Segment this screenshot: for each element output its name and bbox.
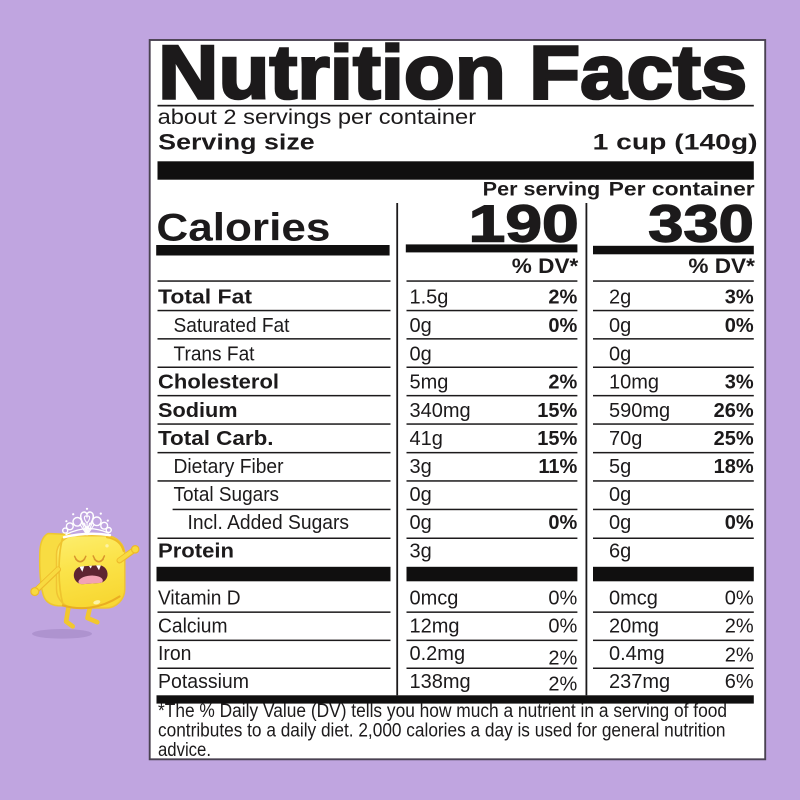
svg-text:5mg: 5mg xyxy=(410,372,449,394)
svg-text:0g: 0g xyxy=(410,315,432,337)
svg-text:Potassium: Potassium xyxy=(158,671,249,693)
svg-text:0%: 0% xyxy=(725,512,754,534)
svg-text:10mg: 10mg xyxy=(609,372,659,394)
svg-text:3g: 3g xyxy=(410,456,432,478)
svg-text:Saturated Fat: Saturated Fat xyxy=(174,315,290,337)
svg-text:340mg: 340mg xyxy=(410,400,471,422)
svg-text:3%: 3% xyxy=(725,372,754,394)
svg-text:138mg: 138mg xyxy=(410,671,471,693)
svg-text:Protein: Protein xyxy=(158,540,234,562)
svg-text:Per serving: Per serving xyxy=(483,180,601,201)
svg-text:0g: 0g xyxy=(410,343,432,365)
svg-text:41g: 41g xyxy=(410,428,443,450)
svg-text:590mg: 590mg xyxy=(609,400,670,422)
svg-text:3%: 3% xyxy=(725,287,754,309)
svg-text:Cholesterol: Cholesterol xyxy=(158,372,279,394)
svg-text:6g: 6g xyxy=(609,540,631,562)
svg-text:20mg: 20mg xyxy=(609,616,659,638)
svg-text:about 2 servings per container: about 2 servings per container xyxy=(158,106,477,129)
svg-text:11%: 11% xyxy=(538,456,577,478)
svg-text:Incl. Added Sugars: Incl. Added Sugars xyxy=(188,512,350,534)
svg-text:Per container: Per container xyxy=(609,180,756,201)
svg-text:15%: 15% xyxy=(537,428,577,450)
svg-text:2%: 2% xyxy=(725,645,754,667)
svg-text:*The % Daily Value (DV) tells: *The % Daily Value (DV) tells you how mu… xyxy=(158,701,727,722)
svg-text:Dietary Fiber: Dietary Fiber xyxy=(174,456,284,478)
svg-text:advice.: advice. xyxy=(158,740,211,761)
svg-text:2%: 2% xyxy=(548,372,577,394)
svg-text:12mg: 12mg xyxy=(410,616,460,638)
svg-text:Total Sugars: Total Sugars xyxy=(174,484,280,506)
svg-text:Calories: Calories xyxy=(156,207,330,250)
svg-text:2%: 2% xyxy=(548,673,577,695)
svg-text:Total Fat: Total Fat xyxy=(158,287,252,309)
svg-text:0.4mg: 0.4mg xyxy=(609,643,665,665)
svg-text:Nutrition Facts: Nutrition Facts xyxy=(158,31,747,116)
svg-text:15%: 15% xyxy=(537,400,577,422)
svg-text:0%: 0% xyxy=(725,588,754,610)
svg-text:6%: 6% xyxy=(725,671,754,693)
svg-text:3g: 3g xyxy=(410,540,432,562)
svg-text:0g: 0g xyxy=(609,484,631,506)
svg-text:2g: 2g xyxy=(609,287,631,309)
svg-text:2%: 2% xyxy=(548,647,577,669)
svg-text:0%: 0% xyxy=(725,315,754,337)
svg-text:1.5g: 1.5g xyxy=(410,287,449,309)
svg-text:0.2mg: 0.2mg xyxy=(410,643,466,665)
svg-text:70g: 70g xyxy=(609,428,642,450)
svg-text:Vitamin D: Vitamin D xyxy=(158,588,241,610)
svg-text:2%: 2% xyxy=(725,616,754,638)
svg-text:0mcg: 0mcg xyxy=(410,588,459,610)
svg-text:5g: 5g xyxy=(609,456,631,478)
svg-text:0%: 0% xyxy=(548,616,577,638)
svg-text:2%: 2% xyxy=(548,287,577,309)
svg-text:0g: 0g xyxy=(410,512,432,534)
svg-text:190: 190 xyxy=(469,195,579,253)
svg-text:contributes to a daily diet. 2: contributes to a daily diet. 2,000 calor… xyxy=(158,721,726,742)
svg-text:Sodium: Sodium xyxy=(158,400,238,422)
svg-text:0%: 0% xyxy=(548,512,577,534)
svg-text:0mcg: 0mcg xyxy=(609,588,658,610)
svg-text:% DV*: % DV* xyxy=(512,254,579,278)
svg-text:25%: 25% xyxy=(714,428,754,450)
svg-text:0g: 0g xyxy=(410,484,432,506)
svg-text:0%: 0% xyxy=(548,315,577,337)
svg-text:Iron: Iron xyxy=(158,643,192,665)
svg-text:Trans Fat: Trans Fat xyxy=(174,343,255,365)
svg-text:0g: 0g xyxy=(609,512,631,534)
svg-text:Total Carb.: Total Carb. xyxy=(158,428,274,450)
svg-text:0%: 0% xyxy=(548,588,577,610)
svg-text:26%: 26% xyxy=(714,400,754,422)
svg-text:% DV*: % DV* xyxy=(688,254,755,278)
svg-text:330: 330 xyxy=(648,195,754,253)
svg-text:1 cup (140g): 1 cup (140g) xyxy=(593,130,758,155)
svg-text:Calcium: Calcium xyxy=(158,616,228,638)
svg-text:0g: 0g xyxy=(609,315,631,337)
svg-text:0g: 0g xyxy=(609,343,631,365)
svg-text:237mg: 237mg xyxy=(609,671,670,693)
svg-text:Serving size: Serving size xyxy=(158,130,315,155)
svg-text:18%: 18% xyxy=(714,456,754,478)
